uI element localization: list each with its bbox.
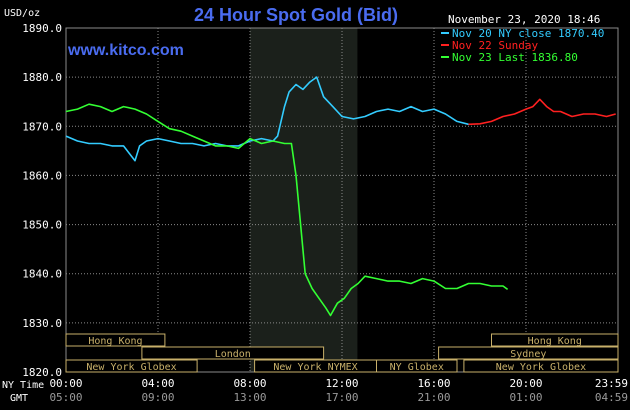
nymex-session-shade [250,28,358,372]
chart-title: 24 Hour Spot Gold (Bid) [194,5,398,25]
y-tick-label: 1860.0 [22,169,62,182]
x-tick-label-ny: 00:00 [49,377,82,390]
session-label: London [215,349,251,360]
x-axis-label-gmt: GMT [10,393,28,404]
y-tick-label: 1840.0 [22,268,62,281]
session-box [491,333,619,347]
session-new-york-globex: New York Globex [65,359,198,373]
session-hong-kong: Hong Kong [65,333,166,347]
series-line-0 [65,76,469,162]
x-tick-label-gmt: 13:00 [233,391,266,404]
timestamp: November 23, 2020 18:46 [448,13,600,26]
website-label[interactable]: www.kitco.com [67,42,184,59]
session-label: NY Globex [390,362,444,373]
session-label: New York Globex [496,362,586,373]
session-label: Sydney [510,349,546,360]
legend-item: Nov 22 Sunday [441,39,538,52]
series-line-1 [468,98,616,126]
y-tick-label: 1820.0 [22,366,62,379]
x-tick-label-ny: 16:00 [417,377,450,390]
legend-item: Nov 20 NY close 1870.40 [441,27,604,40]
x-tick-label-ny: 20:00 [509,377,542,390]
unit-label: USD/oz [4,8,40,19]
legend-label: Nov 20 NY close 1870.40 [452,27,604,40]
legend-label: Nov 22 Sunday [452,39,538,52]
x-tick-label-ny: 12:00 [325,377,358,390]
session-box [65,333,166,347]
session-sydney: Sydney [438,346,619,360]
session-box [463,359,619,373]
session-ny-globex: NY Globex [376,359,458,373]
x-tick-label-ny: 04:00 [141,377,174,390]
y-tick-label: 1890.0 [22,22,62,35]
session-hong-kong: Hong Kong [491,333,619,347]
session-box [141,346,325,360]
y-tick-label: 1850.0 [22,219,62,232]
y-tick-label: 1830.0 [22,317,62,330]
legend-item: Nov 23 Last 1836.80 [441,51,578,64]
series-line-2 [65,103,509,317]
x-tick-label-gmt: 04:59 [595,391,628,404]
session-box [376,359,458,373]
x-tick-label-gmt: 09:00 [141,391,174,404]
legend-label: Nov 23 Last 1836.80 [452,51,578,64]
session-new-york-nymex: New York NYMEX [254,359,378,373]
session-box [65,359,198,373]
session-label: Hong Kong [88,336,142,347]
x-tick-label-gmt: 01:00 [509,391,542,404]
x-axis-label-ny-time: NY Time [2,380,44,391]
session-label: New York Globex [86,362,176,373]
session-box [438,346,619,360]
x-tick-label-ny: 08:00 [233,377,266,390]
x-tick-label-gmt: 05:00 [49,391,82,404]
session-label: New York NYMEX [273,362,357,373]
x-tick-label-gmt: 17:00 [325,391,358,404]
y-tick-label: 1880.0 [22,71,62,84]
y-tick-label: 1870.0 [22,120,62,133]
x-tick-label-ny: 23:59 [595,377,628,390]
session-label: Hong Kong [528,336,582,347]
session-new-york-globex: New York Globex [463,359,619,373]
session-london: London [141,346,325,360]
x-tick-label-gmt: 21:00 [417,391,450,404]
